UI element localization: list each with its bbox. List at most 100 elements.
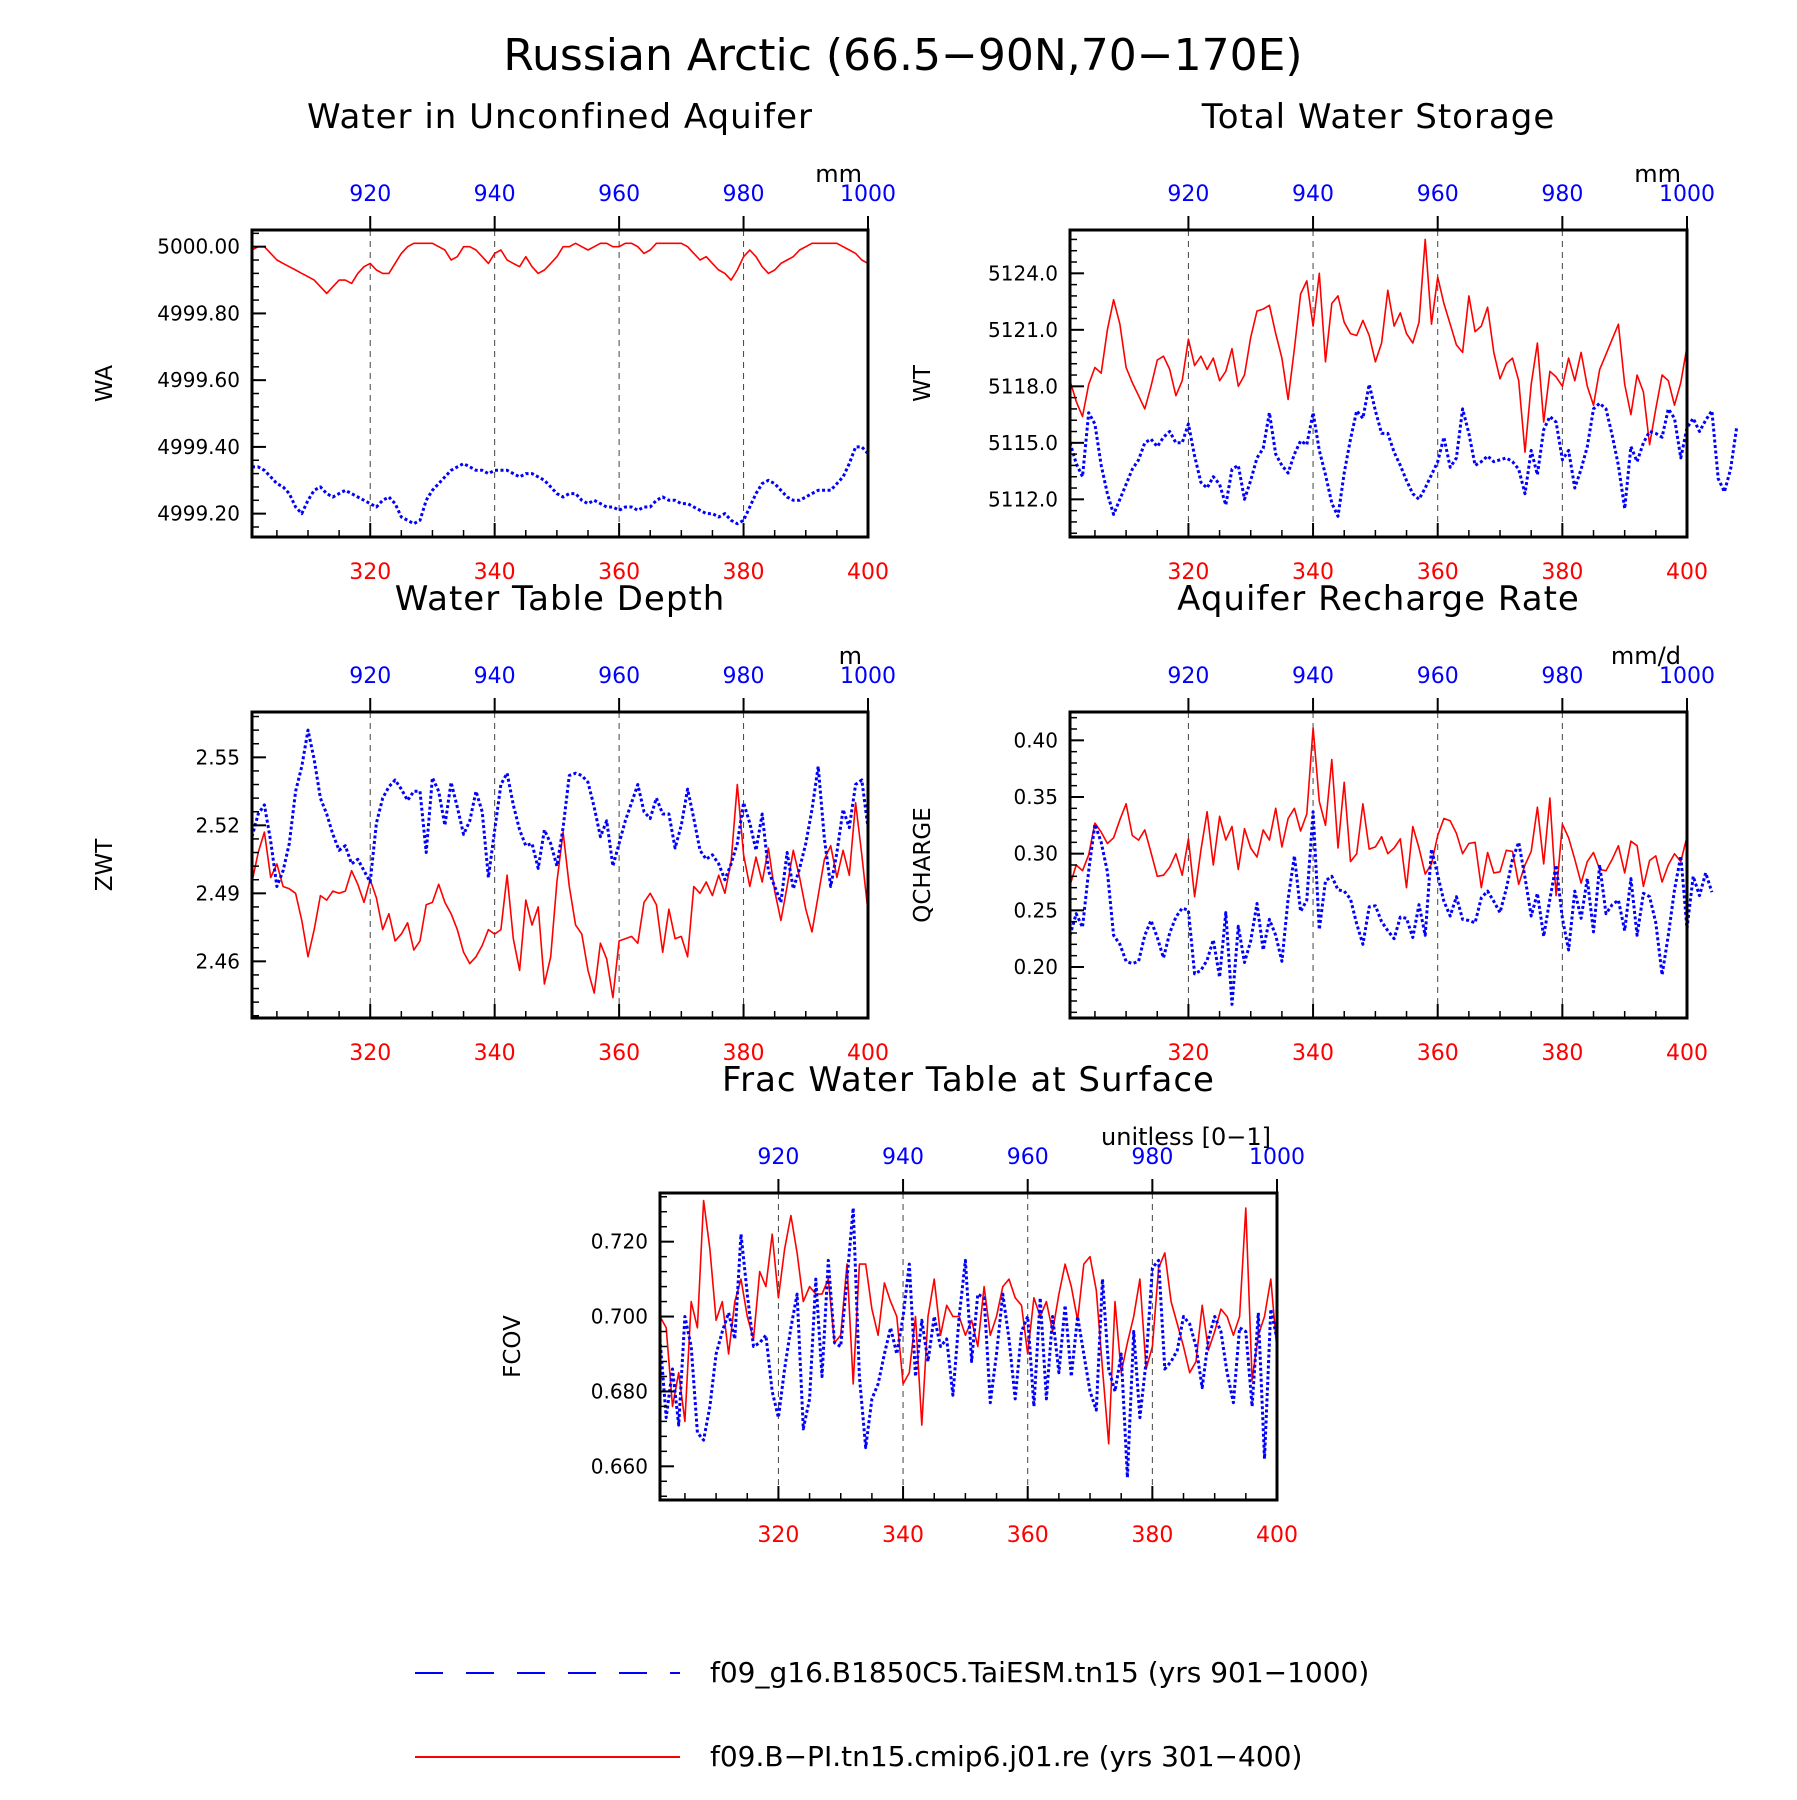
units-label: mm/d [1611,642,1681,670]
x-tick-label-bottom: 400 [847,1041,889,1066]
x-tick-label-bottom: 360 [1417,560,1459,585]
y-tick-label: 0.30 [1013,842,1058,866]
x-tick-label-top: 1000 [840,664,896,689]
x-tick-label-bottom: 400 [847,560,889,585]
y-axis-label: FCOV [500,1315,526,1378]
figure-title: Russian Arctic (66.5−90N,70−170E) [503,30,1302,81]
units-label: mm [815,160,862,188]
legend-label-taiesm: f09_g16.B1850C5.TaiESM.tn15 (yrs 901−100… [710,1656,1369,1689]
panel-title: Water in Unconfined Aquifer [307,97,813,137]
series-line-cmip6 [251,783,869,999]
y-tick-label: 5115.0 [988,431,1058,455]
x-tick-label-top: 960 [1007,1145,1049,1170]
x-tick-label-bottom: 320 [1167,560,1209,585]
x-tick-label-bottom: 380 [1131,1523,1173,1548]
x-tick-label-bottom: 400 [1666,560,1708,585]
x-tick-label-top: 1000 [1659,664,1715,689]
x-tick-label-top: 920 [349,664,391,689]
x-tick-label-top: 980 [723,664,765,689]
units-label: mm [1634,160,1681,188]
y-tick-label: 5124.0 [988,261,1058,285]
y-tick-label: 5112.0 [988,487,1058,511]
x-tick-label-top: 960 [598,182,640,207]
x-tick-label-bottom: 380 [1541,560,1583,585]
y-tick-label: 0.40 [1013,728,1058,752]
x-tick-label-bottom: 400 [1666,1041,1708,1066]
panel-zwt: Water Table Depth m 2.55 2.52 2.49 2.46 320 340… [92,579,896,1066]
x-tick-label-top: 980 [723,182,765,207]
x-tick-label-bottom: 380 [1541,1041,1583,1066]
x-tick-label-top: 940 [474,182,516,207]
y-tick-label: 5118.0 [988,374,1058,398]
panel-title: Water Table Depth [395,579,726,619]
y-tick-label: 0.20 [1013,955,1058,979]
x-tick-label-top: 980 [1131,1145,1173,1170]
y-tick-label: 4999.80 [157,301,240,325]
x-tick-label-top: 940 [882,1145,924,1170]
panel-title: Total Water Storage [1201,97,1556,137]
panel-fcov: Frac Water Table at Surface unitless [0−1… [500,1060,1305,1548]
series-line-taiesm [1068,382,1739,518]
x-tick-label-top: 1000 [1249,1145,1305,1170]
y-tick-label: 2.46 [195,949,240,973]
y-tick-label: 0.720 [591,1230,648,1254]
plot-frame [250,710,870,1020]
series-line-cmip6 [1069,727,1688,898]
x-tick-label-bottom: 320 [349,1041,391,1066]
x-tick-label-top: 980 [1541,182,1583,207]
panel-title: Aquifer Recharge Rate [1177,579,1580,619]
x-tick-label-bottom: 380 [723,560,765,585]
x-tick-label-bottom: 400 [1256,1523,1298,1548]
x-tick-label-top: 980 [1541,664,1583,689]
x-tick-label-bottom: 340 [474,1041,516,1066]
x-tick-label-top: 920 [757,1145,799,1170]
x-tick-label-top: 940 [1292,664,1334,689]
x-tick-label-bottom: 320 [349,560,391,585]
x-tick-label-top: 1000 [1659,182,1715,207]
x-tick-label-top: 940 [1292,182,1334,207]
x-tick-label-bottom: 340 [1292,1041,1334,1066]
panel-wt: Total Water Storage mm 5124.0 5121.0 5118.0 5… [910,97,1739,585]
units-label: unitless [0−1] [1101,1123,1271,1151]
y-tick-label: 2.55 [195,745,240,769]
y-axis-label: WA [92,365,118,402]
panel-qcharge: Aquifer Recharge Rate mm/d 0.40 0.35 0.30 0.2… [910,579,1715,1066]
y-tick-label: 0.25 [1013,898,1058,922]
x-tick-label-top: 960 [1417,664,1459,689]
y-axis-label: QCHARGE [910,807,936,923]
x-tick-label-bottom: 340 [882,1523,924,1548]
plot-frame [1068,710,1689,1020]
series-line-taiesm [658,1206,1279,1479]
y-tick-label: 4999.20 [157,502,240,526]
y-axis-label: WT [910,364,936,402]
x-tick-label-top: 920 [1167,182,1209,207]
y-tick-label: 2.52 [195,813,240,837]
x-tick-label-bottom: 360 [598,560,640,585]
y-tick-label: 0.680 [591,1379,648,1403]
series-line-taiesm [252,445,870,526]
x-tick-label-top: 960 [598,664,640,689]
y-axis-label: ZWT [92,838,118,891]
y-tick-label: 2.49 [195,881,240,905]
x-tick-label-bottom: 380 [723,1041,765,1066]
legend-label-cmip6: f09.B−PI.tn15.cmip6.j01.re (yrs 301−400) [710,1740,1302,1773]
panel-title: Frac Water Table at Surface [722,1060,1215,1100]
series-line-cmip6 [1069,238,1688,454]
x-tick-label-bottom: 320 [757,1523,799,1548]
plot-frame [250,228,870,539]
x-tick-label-bottom: 360 [598,1041,640,1066]
x-tick-label-bottom: 360 [1007,1523,1049,1548]
plot-frame [1068,228,1689,539]
y-tick-label: 0.35 [1013,785,1058,809]
series-line-taiesm [250,728,870,904]
y-tick-label: 0.660 [591,1454,648,1478]
y-tick-label: 5121.0 [988,318,1058,342]
x-tick-label-top: 960 [1417,182,1459,207]
x-tick-label-top: 920 [349,182,391,207]
x-tick-label-bottom: 320 [1167,1041,1209,1066]
chart-panels: Water in Unconfined Aquifermm5000.004999… [92,97,1739,1548]
legend: f09_g16.B1850C5.TaiESM.tn15 (yrs 901−100… [415,1656,1369,1773]
x-tick-label-top: 940 [474,664,516,689]
